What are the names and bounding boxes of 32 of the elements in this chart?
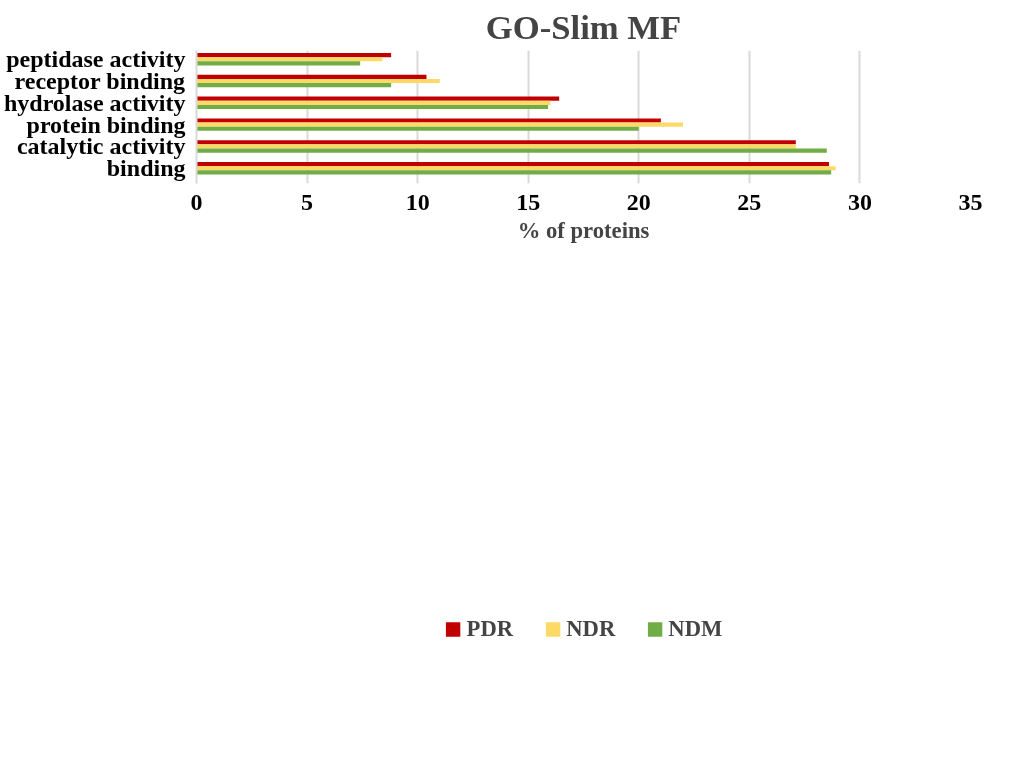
bar	[196, 162, 829, 167]
x-tick-label: 25	[737, 188, 762, 215]
bar	[196, 61, 361, 66]
x-tick-label: 35	[958, 188, 983, 215]
x-tick-label: 0	[190, 188, 203, 215]
bar	[196, 100, 551, 105]
y-tick-label: peptidase activity	[6, 46, 186, 73]
bar	[196, 57, 383, 62]
chart-title: GO-Slim MF	[485, 7, 682, 46]
bar	[196, 148, 827, 153]
x-axis-title: % of proteins	[517, 217, 650, 243]
bar	[196, 96, 560, 101]
legend-label: NDR	[566, 615, 616, 642]
x-tick-label: 15	[516, 188, 541, 215]
bar	[196, 166, 836, 171]
bar	[196, 144, 796, 149]
bar	[196, 83, 392, 88]
bar	[196, 170, 832, 175]
x-tick-label: 10	[405, 188, 430, 215]
x-tick-label: 30	[847, 188, 872, 215]
bar	[196, 53, 392, 58]
bar	[196, 74, 427, 79]
legend-label: NDM	[668, 615, 723, 642]
bar	[196, 126, 639, 131]
bar	[196, 122, 684, 127]
x-tick-label: 20	[626, 188, 651, 215]
bar	[196, 104, 549, 110]
legend-label: PDR	[466, 615, 514, 642]
bar	[196, 140, 796, 145]
bar	[196, 78, 440, 84]
bar	[196, 118, 661, 123]
x-tick-label: 5	[301, 188, 314, 215]
